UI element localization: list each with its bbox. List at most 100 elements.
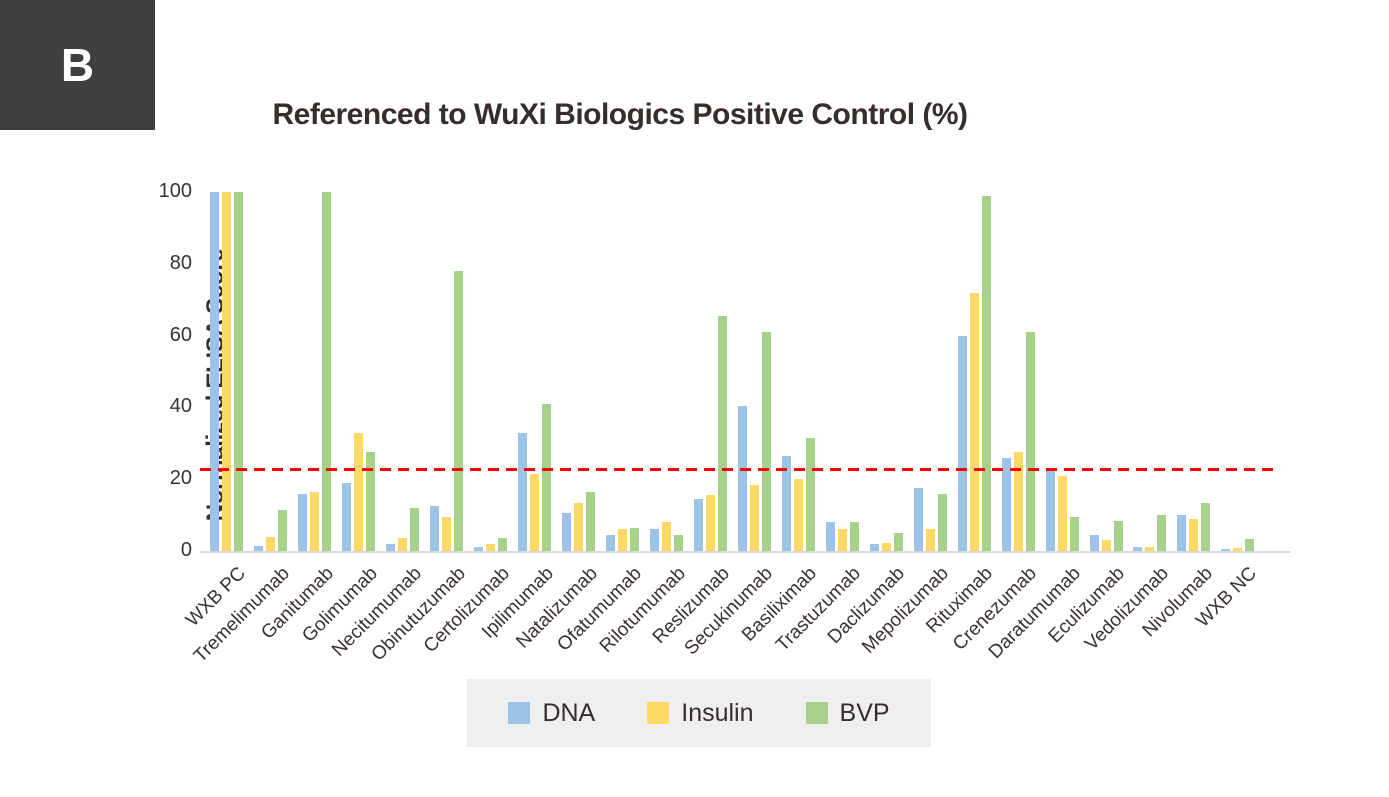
bar-insulin — [1145, 546, 1155, 551]
legend-item-dna: DNA — [508, 699, 595, 728]
bar-dna — [562, 513, 572, 551]
bar-bvp — [761, 332, 771, 551]
bar-insulin — [398, 538, 408, 551]
bar-group — [205, 192, 249, 551]
panel-label: B — [60, 39, 95, 91]
legend-swatch-dna — [508, 702, 531, 724]
bar-group — [1128, 192, 1172, 551]
bar-bvp — [498, 538, 508, 551]
y-tick-label: 20 — [169, 467, 192, 490]
bar-bvp — [322, 192, 332, 551]
bar-bvp — [1113, 520, 1123, 551]
bar-bvp — [893, 533, 903, 551]
bar-insulin — [1101, 540, 1111, 551]
bar-insulin — [749, 484, 759, 551]
bar-group — [688, 192, 732, 551]
bar-bvp — [937, 493, 947, 551]
bar-insulin — [705, 495, 715, 551]
bar-dna — [1001, 457, 1011, 551]
bar-dna — [606, 534, 616, 551]
bar-group — [1040, 192, 1084, 551]
bar-bvp — [542, 403, 552, 551]
bar-insulin — [618, 529, 628, 551]
bar-bvp — [674, 534, 683, 551]
bar-insulin — [1233, 548, 1243, 551]
bar-group — [732, 192, 776, 551]
bar-dna — [913, 488, 923, 551]
bar-group — [381, 192, 425, 551]
bar-insulin — [1057, 475, 1067, 551]
bar-insulin — [1013, 452, 1023, 551]
plot-area: 0 20 40 60 80 100 WXB PC Tremelimumab Ganitumab… — [159, 180, 1290, 667]
bar-bvp — [1245, 539, 1255, 551]
panel-label-badge: B — [0, 0, 155, 130]
bar-dna — [1221, 548, 1231, 551]
bar-group — [425, 192, 469, 551]
bar-group — [820, 192, 864, 551]
y-tick-label: 40 — [169, 395, 192, 418]
bar-group — [996, 192, 1040, 551]
bar-insulin — [354, 432, 364, 551]
bar-dna — [650, 529, 659, 551]
bar-insulin — [969, 292, 979, 551]
bar-insulin — [837, 529, 847, 551]
bar-dna — [430, 506, 440, 551]
bar-groups — [205, 192, 1260, 551]
bar-dna — [825, 522, 835, 551]
bar-group — [337, 192, 381, 551]
bar-group — [864, 192, 908, 551]
bar-group — [293, 192, 337, 551]
bar-dna — [474, 547, 484, 551]
bar-dna — [1045, 470, 1055, 551]
bar-dna — [1089, 534, 1099, 551]
bar-dna — [693, 498, 703, 551]
bar-bvp — [1201, 502, 1211, 551]
bar-insulin — [442, 516, 452, 551]
x-axis-line — [200, 551, 1290, 553]
bar-dna — [518, 432, 528, 551]
bar-group — [557, 192, 601, 551]
bar-dna — [1177, 515, 1187, 551]
bar-group — [645, 192, 689, 551]
bar-bvp — [278, 509, 288, 551]
bar-bvp — [1157, 515, 1167, 551]
bar-group — [513, 192, 557, 551]
bar-insulin — [530, 473, 540, 551]
bar-dna — [957, 335, 967, 551]
bar-dna — [298, 493, 308, 551]
threshold-line — [200, 468, 1277, 472]
bar-dna — [781, 455, 791, 551]
bar-insulin — [266, 536, 276, 551]
bar-group — [601, 192, 645, 551]
bar-bvp — [1025, 332, 1035, 551]
bar-bvp — [366, 452, 376, 551]
bar-group — [952, 192, 996, 551]
bar-insulin — [310, 491, 320, 551]
legend-label: DNA — [542, 698, 596, 727]
bar-dna — [1133, 547, 1143, 551]
bar-dna — [342, 482, 352, 551]
bar-insulin — [486, 543, 496, 551]
x-axis-labels: WXB PC Tremelimumab Ganitumab Golimumab Neci… — [182, 192, 1261, 667]
legend-item-insulin: Insulin — [647, 699, 754, 728]
legend-label: BVP — [839, 698, 890, 727]
bar-dna — [254, 545, 264, 551]
bar-bvp — [981, 195, 991, 551]
bar-bvp — [630, 527, 640, 551]
bar-group — [908, 192, 952, 551]
bar-bvp — [410, 507, 420, 551]
bar-bvp — [454, 270, 464, 551]
bar-group — [1216, 192, 1260, 551]
chart-title: Referenced to WuXi Biologics Positive Co… — [272, 98, 968, 131]
bar-insulin — [925, 529, 935, 551]
bar-group — [1084, 192, 1128, 551]
y-tick-label: 100 — [158, 180, 192, 202]
legend-swatch-bvp — [805, 702, 828, 724]
bar-group — [469, 192, 513, 551]
legend-swatch-insulin — [647, 702, 670, 724]
y-tick-label: 80 — [169, 251, 192, 274]
bar-bvp — [234, 192, 244, 551]
bar-dna — [210, 192, 220, 551]
bar-dna — [869, 543, 879, 551]
